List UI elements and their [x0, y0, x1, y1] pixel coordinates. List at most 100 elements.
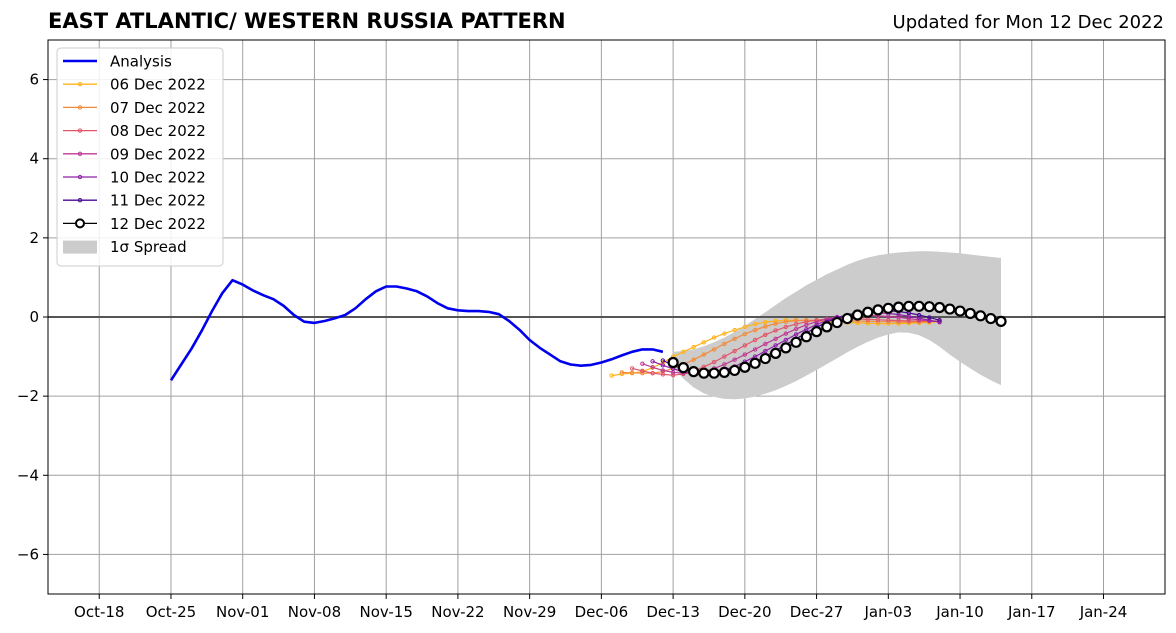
forecast-series — [667, 300, 1007, 379]
forecast-point — [814, 319, 819, 324]
forecast-point — [903, 300, 915, 312]
legend-item: 09 Dec 2022 — [63, 145, 206, 163]
forecast-point — [759, 352, 771, 365]
x-tick-label: Dec-06 — [575, 603, 629, 621]
legend-item: Analysis — [63, 53, 172, 71]
forecast-point — [691, 357, 696, 362]
forecast-point — [629, 370, 635, 375]
x-tick-label: Nov-01 — [216, 603, 269, 621]
forecast-point — [944, 303, 956, 315]
forecast-point — [793, 332, 799, 337]
forecast-point — [728, 364, 741, 377]
forecast-point — [640, 370, 645, 376]
forecast-point — [742, 352, 748, 357]
forecast-point — [933, 301, 946, 314]
forecast-point — [650, 365, 655, 370]
forecast-point — [773, 328, 778, 333]
forecast-point — [851, 309, 864, 321]
forecast-point — [677, 362, 689, 374]
forecast-point — [763, 348, 768, 354]
legend-label: 06 Dec 2022 — [110, 76, 206, 94]
forecast-point — [763, 341, 768, 347]
forecast-point — [821, 321, 833, 333]
forecast-point — [763, 324, 768, 329]
forecast-point — [667, 356, 679, 369]
forecast-point — [708, 367, 720, 379]
forecast-point — [927, 317, 932, 323]
forecast-point — [732, 357, 737, 362]
forecast-point — [711, 359, 717, 365]
forecast-point — [681, 349, 686, 355]
legend-marker — [77, 198, 83, 203]
chart-subtitle: Updated for Mon 12 Dec 2022 — [892, 12, 1164, 33]
x-tick-label: Nov-08 — [288, 603, 341, 621]
forecast-point — [660, 368, 666, 373]
forecast-point — [718, 366, 730, 378]
legend: Analysis 06 Dec 2022 07 Dec 2022 08 Dec 202… — [56, 47, 224, 267]
legend-label: 09 Dec 2022 — [110, 145, 206, 163]
forecast-point — [711, 335, 717, 340]
forecast-point — [688, 366, 700, 378]
forecast-point — [793, 326, 799, 332]
forecast-line — [611, 319, 940, 377]
forecast-point — [937, 317, 942, 323]
y-tick-label: 6 — [29, 71, 39, 89]
forecast-point — [773, 343, 778, 348]
forecast-point — [937, 319, 942, 325]
forecast-point — [862, 306, 874, 318]
forecast-point — [742, 331, 748, 337]
analysis-line — [169, 278, 664, 382]
legend-marker — [77, 82, 83, 87]
forecast-point — [892, 301, 905, 313]
legend-marker — [77, 151, 83, 157]
forecast-point — [783, 319, 789, 324]
forecast-point — [783, 324, 789, 330]
x-tick-label: Jan-10 — [935, 603, 984, 621]
legend-item: 1σ Spread — [63, 238, 187, 256]
forecast-point — [650, 359, 655, 364]
y-tick-label: 4 — [29, 150, 39, 168]
x-tick-label: Oct-25 — [146, 603, 196, 621]
forecast-point — [790, 336, 802, 348]
forecast-point — [954, 305, 966, 317]
forecast-point — [749, 357, 761, 369]
forecast-point — [698, 367, 710, 379]
y-tick-label: −6 — [17, 545, 39, 563]
y-tick-label: −4 — [17, 466, 39, 484]
forecast-point — [913, 300, 925, 312]
forecast-point — [896, 315, 901, 320]
forecast-point — [773, 321, 778, 326]
x-tick-label: Nov-29 — [503, 603, 556, 621]
forecast-point — [841, 312, 853, 325]
forecast-point — [974, 310, 987, 322]
forecast-point — [773, 318, 778, 324]
legend-label: 08 Dec 2022 — [110, 122, 206, 140]
y-tick-label: 0 — [29, 308, 39, 326]
forecast-point — [609, 373, 614, 378]
legend-marker — [75, 218, 85, 229]
chart-title: EAST ATLANTIC/ WESTERN RUSSIA PATTERN — [48, 9, 566, 33]
forecast-point — [701, 340, 707, 345]
legend-item: 10 Dec 2022 — [63, 169, 206, 187]
forecast-point — [804, 322, 809, 328]
forecast-point — [800, 331, 812, 343]
x-tick-label: Dec-20 — [718, 603, 772, 621]
forecast-point — [742, 324, 748, 330]
x-tick-label: Nov-15 — [359, 603, 412, 621]
legend-item: 12 Dec 2022 — [63, 215, 206, 233]
forecast-point — [906, 316, 912, 321]
legend-label: 07 Dec 2022 — [110, 99, 206, 117]
legend-item: 11 Dec 2022 — [63, 192, 206, 210]
forecast-point — [923, 301, 935, 313]
legend-marker — [77, 128, 83, 133]
x-tick-label: Jan-24 — [1079, 603, 1128, 621]
forecast-point — [927, 315, 932, 320]
x-tick-label: Nov-22 — [431, 603, 484, 621]
forecast-point — [752, 337, 758, 343]
forecast-point — [752, 327, 758, 333]
legend-box — [56, 47, 224, 267]
forecast-point — [742, 343, 748, 348]
legend-swatch — [63, 240, 97, 254]
forecast-point — [780, 342, 792, 354]
forecast-point — [670, 372, 676, 378]
